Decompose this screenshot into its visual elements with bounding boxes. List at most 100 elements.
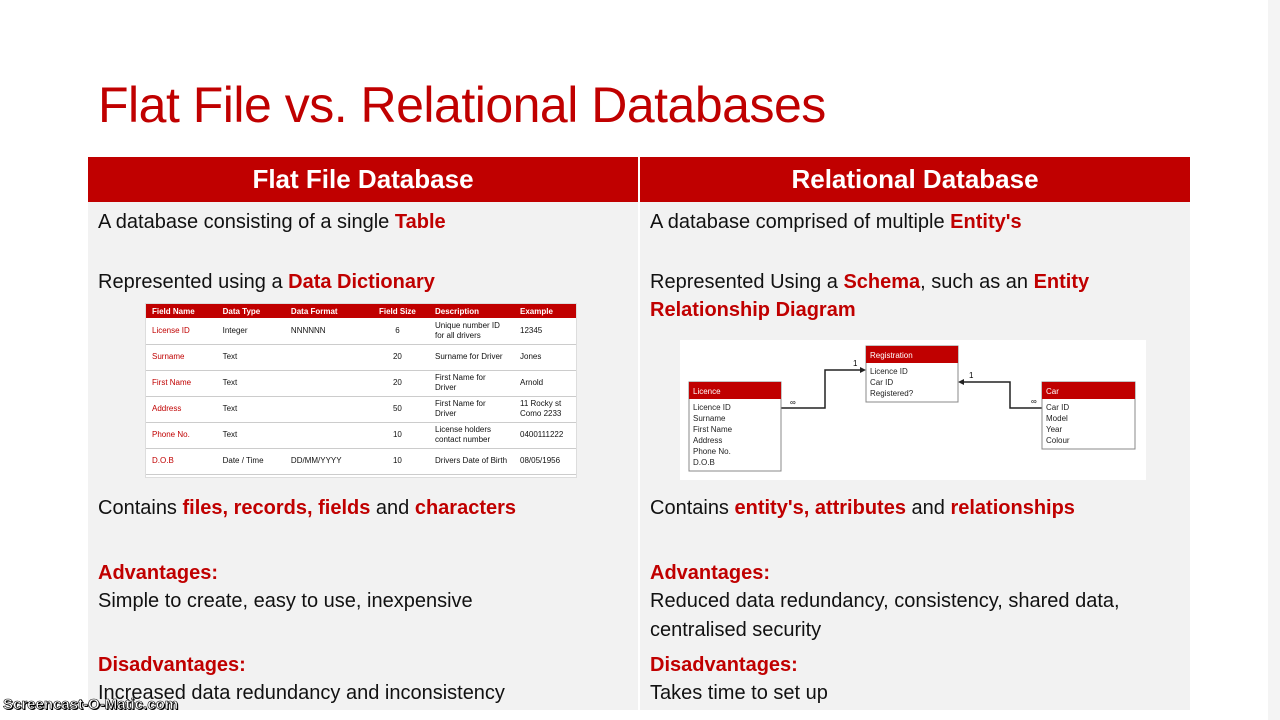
highlight: entity's, attributes xyxy=(734,497,906,519)
flat-representation: Represented using a Data Dictionary xyxy=(98,271,435,294)
highlight: Entity xyxy=(1033,271,1090,293)
table-cell: 6 xyxy=(365,318,429,345)
text: Contains xyxy=(650,497,735,519)
highlight: Schema xyxy=(843,271,921,293)
relational-contains: Contains entity's, attributes and relati… xyxy=(650,497,1075,520)
relational-heading: Relational Database xyxy=(640,157,1190,202)
table-cell: 08/05/1956 xyxy=(514,448,576,475)
entity-attribute: Licence ID xyxy=(870,367,908,376)
table-cell: Surname for Driver xyxy=(429,344,514,371)
table-row: License ID Integer NNNNNN 6 Unique number ID… xyxy=(146,318,576,345)
entity-attribute: First Name xyxy=(693,425,733,434)
relationship-line xyxy=(961,381,1042,409)
column-header: Field Name xyxy=(146,304,217,318)
entity-attribute: Car ID xyxy=(1046,403,1069,412)
relational-advantages: Reduced data redundancy, consistency, sh… xyxy=(650,590,1120,612)
text: and xyxy=(370,497,415,519)
table-cell: 12345 xyxy=(514,318,576,345)
text: A database consisting of a single xyxy=(98,211,395,233)
table-row: Surname Text 20 Surname for Driver Jones xyxy=(146,344,576,371)
relationship-line xyxy=(781,369,863,409)
table-cell: License holders contact number xyxy=(429,422,514,449)
arrow-icon xyxy=(958,379,964,385)
entity-attribute: Surname xyxy=(693,414,726,423)
table-cell: First Name for Driver xyxy=(429,396,514,423)
table-cell: Integer xyxy=(216,318,285,345)
table-cell: 10 xyxy=(365,448,429,475)
table-cell: 11 Rocky st Como 2233 xyxy=(514,396,576,423)
table-cell: DD/MM/YYYY xyxy=(284,448,366,475)
cardinality-many: ∞ xyxy=(1031,397,1037,406)
table-cell: First Name for Driver xyxy=(429,370,514,397)
relational-representation: Represented Using a Schema, such as an E… xyxy=(650,271,1089,294)
table-cell: Surname xyxy=(146,344,217,371)
table-cell: First Name xyxy=(146,370,217,397)
table-cell: NNNNNN xyxy=(284,318,366,345)
relational-advantages-cont: centralised security xyxy=(650,619,822,641)
flat-advantages-label: Advantages: xyxy=(98,562,219,584)
table-cell: Text xyxy=(216,396,285,423)
cardinality-one: 1 xyxy=(853,359,858,368)
table-cell: Unique number ID for all drivers xyxy=(429,318,514,345)
entity-attribute: Address xyxy=(693,436,722,445)
table-cell: Jones xyxy=(514,344,576,371)
entity-car: Car Car ID Model Year Colour xyxy=(1041,381,1136,450)
table-cell xyxy=(284,422,366,449)
cardinality-many: ∞ xyxy=(790,398,796,407)
flat-contains: Contains files, records, fields and char… xyxy=(98,497,516,520)
entity-registration: Registration Licence ID Car ID Registered? xyxy=(865,345,959,403)
highlight: Entity's xyxy=(950,211,1022,233)
highlight: files, records, fields xyxy=(182,497,371,519)
relational-advantages-label: Advantages: xyxy=(650,562,771,584)
entity-attribute: Car ID xyxy=(870,378,893,387)
entity-header xyxy=(1042,382,1135,399)
table-cell: 20 xyxy=(365,370,429,397)
watermark: Screencast-O-Matic.com xyxy=(3,696,179,714)
data-dictionary-table: Field Name Data Type Data Format Field Size… xyxy=(145,303,577,478)
entity-header xyxy=(689,382,781,399)
entity-attribute: Licence ID xyxy=(693,403,731,412)
column-header: Example xyxy=(514,304,576,318)
table-cell xyxy=(284,396,366,423)
flat-advantages: Simple to create, easy to use, inexpensi… xyxy=(98,590,473,612)
arrow-icon xyxy=(860,367,866,373)
table-cell: 20 xyxy=(365,344,429,371)
flat-definition: A database consisting of a single Table xyxy=(98,211,446,234)
relational-definition: A database comprised of multiple Entity'… xyxy=(650,211,1022,234)
flat-file-heading: Flat File Database xyxy=(88,157,638,202)
table-cell: Phone No. xyxy=(146,422,217,449)
table-cell: D.O.B xyxy=(146,448,217,475)
table-cell: Arnold xyxy=(514,370,576,397)
relational-disadvantages: Takes time to set up xyxy=(650,682,828,704)
table-row: Address Text 50 First Name for Driver 11 Roc… xyxy=(146,396,576,423)
table-cell xyxy=(284,370,366,397)
table-cell xyxy=(284,344,366,371)
table-cell: 50 xyxy=(365,396,429,423)
entity-name: Car xyxy=(1046,387,1059,396)
table-cell: Drivers Date of Birth xyxy=(429,448,514,475)
text: Contains xyxy=(98,497,183,519)
entity-relationship-diagram: ∞ 1 1 ∞ Registration Licence ID Car ID Regi… xyxy=(680,340,1146,480)
flat-disadvantages-label: Disadvantages: xyxy=(98,654,246,676)
table-cell: Text xyxy=(216,370,285,397)
text: , such as an xyxy=(920,271,1034,293)
slide-title: Flat File vs. Relational Databases xyxy=(98,77,826,133)
table-row: D.O.B Date / Time DD/MM/YYYY 10 Drivers Date… xyxy=(146,448,576,475)
column-header: Description xyxy=(429,304,514,318)
table-row: Phone No. Text 10 License holders contact n… xyxy=(146,422,576,449)
column-header: Data Format xyxy=(284,304,366,318)
flat-disadvantages: Increased data redundancy and inconsiste… xyxy=(98,682,505,704)
text: A database comprised of multiple xyxy=(650,211,951,233)
right-edge-strip xyxy=(1268,0,1280,720)
highlight: Data Dictionary xyxy=(288,271,435,293)
column-header: Field Size xyxy=(365,304,429,318)
column-header: Data Type xyxy=(216,304,285,318)
table-cell: License ID xyxy=(146,318,217,345)
entity-licence: Licence Licence ID Surname First Name Addres… xyxy=(688,381,782,472)
text: and xyxy=(905,497,951,519)
relational-disadvantages-label: Disadvantages: xyxy=(650,654,798,676)
entity-name: Registration xyxy=(870,351,913,360)
text: Represented using a xyxy=(98,271,289,293)
highlight: Table xyxy=(394,211,446,233)
entity-header xyxy=(866,346,958,363)
